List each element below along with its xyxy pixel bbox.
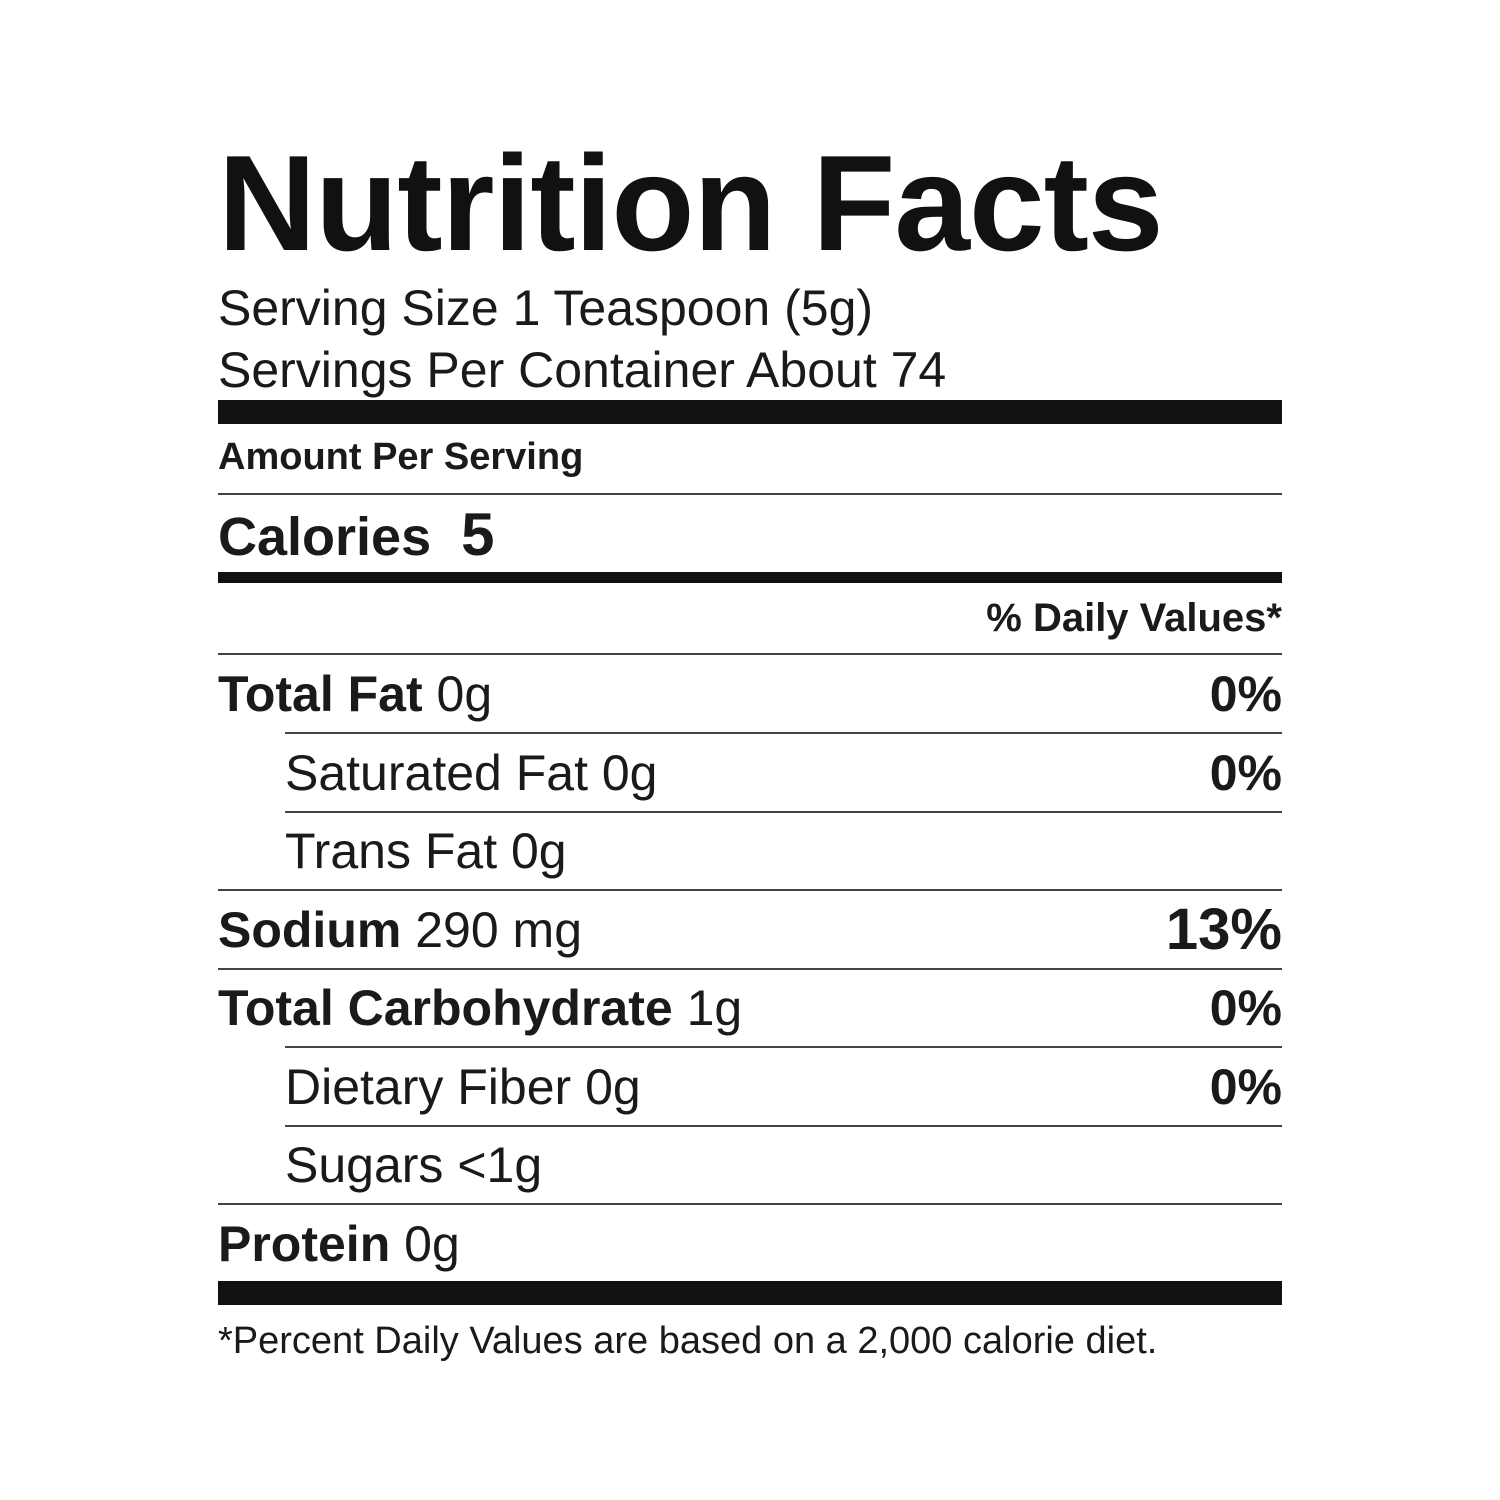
nutrient-row: Sugars <1g [285, 1126, 1282, 1204]
divider [285, 1046, 1282, 1048]
nutrient-label: Dietary Fiber 0g [285, 1058, 641, 1116]
calories-value: 5 [461, 501, 495, 568]
daily-value: 0% [1209, 1058, 1282, 1115]
footnote: *Percent Daily Values are based on a 2,0… [218, 1320, 1158, 1362]
divider [285, 810, 1282, 813]
divider [218, 653, 1282, 655]
nutrient-label: Sodium 290 mg [218, 901, 582, 959]
nutrient-row: Dietary Fiber 0g 0% [285, 1048, 1282, 1126]
nutrient-name: Trans Fat [285, 823, 498, 879]
nutrient-label: Sugars <1g [285, 1136, 542, 1194]
daily-value: 13% [1165, 897, 1282, 962]
nutrient-amount: 0g [404, 1215, 460, 1272]
daily-value: 0% [1209, 666, 1282, 722]
calories: Calories 5 [218, 500, 1282, 572]
serving-size: Serving Size 1 Teaspoon (5g) [218, 280, 874, 336]
calories-label: Calories [218, 507, 432, 567]
nutrient-label: Protein 0g [218, 1215, 460, 1273]
nutrient-name: Sodium [218, 901, 402, 958]
medium-divider [218, 572, 1282, 583]
nutrient-name: Protein [218, 1215, 391, 1272]
divider [218, 493, 1282, 495]
label-title: Nutrition Facts [218, 127, 1164, 279]
nutrient-amount: 0g [585, 1058, 641, 1115]
nutrient-amount: 0g [601, 744, 658, 801]
nutrient-row: Protein 0g [218, 1205, 1282, 1283]
nutrient-row: Saturated Fat 0g 0% [285, 734, 1282, 812]
daily-value: 0% [1209, 744, 1282, 801]
thick-divider [218, 400, 1282, 424]
divider [285, 732, 1282, 734]
nutrient-amount: <1g [457, 1137, 543, 1193]
nutrient-name: Dietary Fiber [285, 1058, 572, 1115]
daily-value: 0% [1209, 980, 1282, 1036]
divider [218, 967, 1282, 970]
nutrient-name: Total Fat [218, 666, 423, 722]
divider [218, 1203, 1282, 1205]
nutrient-name: Sugars [285, 1137, 444, 1193]
nutrient-amount: 0g [436, 666, 493, 722]
nutrient-row: Sodium 290 mg 13% [218, 891, 1282, 969]
nutrient-name: Saturated Fat [285, 744, 588, 801]
nutrient-name: Total Carbohydrate [218, 980, 673, 1036]
nutrient-row: Total Fat 0g 0% [218, 655, 1282, 733]
nutrient-label: Total Fat 0g [218, 665, 492, 723]
nutrient-amount: 290 mg [415, 901, 583, 958]
amount-per-serving: Amount Per Serving [218, 436, 584, 478]
nutrient-label: Saturated Fat 0g [285, 744, 658, 802]
divider [285, 1124, 1282, 1127]
nutrient-row: Total Carbohydrate 1g 0% [218, 969, 1282, 1047]
thick-divider [218, 1281, 1282, 1305]
daily-values-header: % Daily Values* [986, 596, 1282, 640]
nutrient-row: Trans Fat 0g [285, 812, 1282, 890]
nutrient-amount: 0g [511, 823, 567, 879]
servings-per-container: Servings Per Container About 74 [218, 342, 947, 398]
nutrient-label: Trans Fat 0g [285, 822, 567, 880]
divider [218, 889, 1282, 891]
nutrient-label: Total Carbohydrate 1g [218, 979, 742, 1037]
nutrient-amount: 1g [686, 980, 743, 1036]
